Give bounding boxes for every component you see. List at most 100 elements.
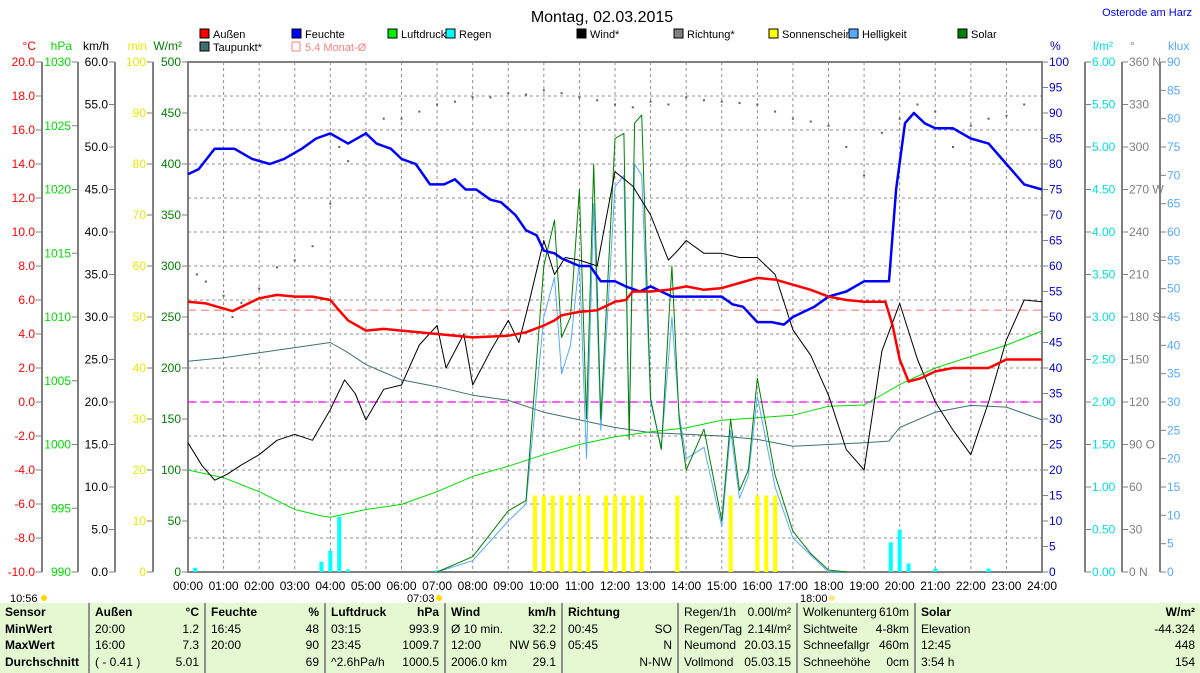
- axis-tick-label: 210: [1129, 268, 1149, 282]
- sunshine-bar: [559, 495, 564, 572]
- legend-swatch: [848, 28, 859, 39]
- sunshine-bar: [755, 495, 760, 572]
- axis-tick-label: 1000: [44, 438, 71, 452]
- table-cell-label: MinWert: [5, 621, 53, 636]
- axis-tick-label: 2.50: [1092, 353, 1116, 367]
- axis-tick-label: 150: [161, 412, 181, 426]
- table-cell-label: 12:00: [451, 638, 482, 652]
- table-section: Außen °C 20:00 1.2 16:00 7.3 ( - 0.41 ) 5.01: [90, 603, 206, 673]
- table-row: 00:45 SO: [568, 621, 672, 638]
- axis-tick-label: 50.0: [85, 140, 109, 154]
- table-row: Regen/1h 0.00l/m²: [684, 604, 791, 621]
- axis-tick-label: 0: [1049, 565, 1056, 579]
- axis-temp: °C -10.0 -8.0 -6.0 -4.0 -2.0 0.0 2.0 4.0 6.0 8.0 10…: [8, 39, 43, 579]
- table-cell-value: N: [663, 638, 672, 652]
- axis-tick-label: 990: [51, 565, 71, 579]
- table-row: Schneefallgr 460m: [803, 637, 909, 654]
- table-cell-label: Schneehöhe: [803, 654, 871, 669]
- table-row: 16:45 48: [211, 621, 319, 638]
- table-cell-value: km/h: [527, 605, 556, 619]
- x-axis: 00:00 01:00 02:00 03:00 04:00 05:00 06:00 07:00…: [173, 579, 1057, 593]
- table-cell-label: 20:00: [95, 621, 126, 636]
- table-row: ^2.6hPa/h 1000.5: [331, 654, 439, 671]
- table-cell-value: hPa: [416, 605, 439, 619]
- axis-tick-label: 25: [1167, 423, 1181, 437]
- axis-tick-label: 995: [51, 501, 71, 515]
- legend-label: Helligkeit: [862, 29, 907, 41]
- axis-tick-label: 50: [1167, 282, 1181, 296]
- axis-tick-label: 100: [1049, 55, 1069, 69]
- axis-tick-label: 5.50: [1092, 98, 1116, 112]
- legend: Außen Feuchte Luftdruck* Regen Wind* Richtung…: [199, 28, 997, 54]
- axis-tick-label: 40: [133, 361, 147, 375]
- axis-tick-label: 5.00: [1092, 140, 1116, 154]
- table-cell-value: 29.1: [532, 654, 556, 669]
- table-row: MinWert: [5, 621, 83, 638]
- axis-tick-label: 10: [1167, 508, 1181, 522]
- axis-tick-label: 5.0: [91, 523, 108, 537]
- table-row: Feuchte%: [211, 604, 319, 621]
- axis-tick-label: 0: [174, 565, 181, 579]
- rain-bar: [337, 516, 342, 572]
- x-tick-label: 11:00: [565, 579, 594, 593]
- table-section: Sensor MinWert MaxWert Durchschnitt: [0, 603, 90, 673]
- rain-bar: [933, 568, 938, 572]
- direction-point: [880, 131, 883, 134]
- x-tick-label: 07:00: [422, 579, 452, 593]
- axis-tick-label: 30: [1129, 523, 1143, 537]
- axis-tick-label: 18.0: [12, 89, 36, 103]
- axis-tick-label: 50: [168, 514, 182, 528]
- table-cell-value: -44.324: [1154, 621, 1195, 636]
- axis-unit-label: l/m²: [1093, 39, 1113, 53]
- table-row: Regen/Tag 2.14l/m²: [684, 621, 791, 638]
- x-tick-label: 20:00: [885, 579, 915, 593]
- axis-tick-label: 10: [1049, 514, 1063, 528]
- direction-point: [542, 89, 545, 92]
- direction-point: [258, 287, 261, 290]
- table-cell-value: 2.14l/m²: [747, 621, 791, 636]
- table-section: Richtung 00:45 SO 05:45 N N-NW: [563, 603, 679, 673]
- direction-point: [720, 100, 723, 103]
- axis-tick-label: 10.0: [12, 225, 36, 239]
- x-tick-label: 10:00: [529, 579, 559, 593]
- axis-tick-label: 250: [161, 310, 181, 324]
- direction-point: [863, 174, 866, 177]
- axis-tick-label: 10: [133, 514, 147, 528]
- table-row: Durchschnitt: [5, 654, 83, 671]
- x-tick-label: 21:00: [920, 579, 950, 593]
- axis-tick-label: 0.0: [18, 395, 35, 409]
- legend-item: Feuchte: [291, 28, 345, 41]
- direction-point: [596, 99, 599, 102]
- table-cell-label: Elevation: [921, 621, 971, 636]
- sunshine-bar: [604, 495, 609, 572]
- table-cell-value: 460m: [878, 638, 909, 652]
- table-cell-label: Neumond: [684, 638, 737, 652]
- axis-tick-label: 60: [1167, 225, 1181, 239]
- legend-item: Sonnenschein: [768, 28, 852, 41]
- table-row: 05:45 N: [568, 637, 672, 654]
- legend-label: Taupunkt*: [213, 42, 263, 54]
- table-cell-value: 448: [1174, 638, 1195, 652]
- axis-tick-label: 25.0: [85, 353, 109, 367]
- legend-swatch: [291, 41, 301, 52]
- series-line-helligkeit: [436, 163, 847, 573]
- direction-point: [560, 92, 563, 95]
- axis-tick-label: 0.0: [91, 565, 108, 579]
- series-line-luftdruck: [187, 330, 1043, 518]
- axis-tick-label: 3.50: [1092, 268, 1116, 282]
- axis-tick-label: -8.0: [14, 531, 35, 545]
- sunrise-label: 07:03: [407, 593, 435, 603]
- legend-swatch: [768, 28, 779, 39]
- table-row: Neumond 20.03.15: [684, 637, 791, 654]
- sunshine-bar: [773, 495, 778, 572]
- axis-tick-label: 1015: [44, 246, 71, 260]
- bar-series-0: [532, 495, 778, 572]
- axis-tick-label: 25: [1049, 438, 1063, 452]
- table-row: Sichtweite 4-8km: [803, 621, 909, 638]
- table-cell-value: 20.03.15: [744, 638, 791, 652]
- table-cell-value: 0.00l/m²: [747, 605, 791, 619]
- direction-point: [311, 245, 314, 248]
- statistics-table: Sensor MinWert MaxWert Durchschnitt Außen °C 2…: [0, 603, 1200, 673]
- x-tick-label: 00:00: [173, 579, 203, 593]
- table-cell-label: 20:00: [211, 638, 242, 652]
